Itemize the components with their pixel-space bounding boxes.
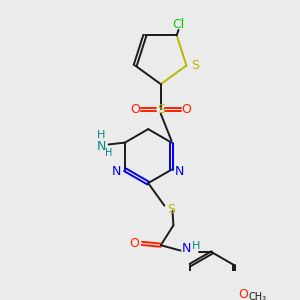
Text: S: S xyxy=(167,203,175,216)
Text: Cl: Cl xyxy=(172,18,184,31)
Text: CH₃: CH₃ xyxy=(248,292,266,300)
Text: H: H xyxy=(192,241,200,251)
Text: N: N xyxy=(112,165,122,178)
Text: H: H xyxy=(97,130,106,140)
Text: N: N xyxy=(182,242,192,255)
Text: N: N xyxy=(97,140,106,153)
Text: O: O xyxy=(181,103,191,116)
Text: H: H xyxy=(105,148,112,158)
Text: S: S xyxy=(157,103,165,116)
Text: O: O xyxy=(238,288,248,300)
Text: N: N xyxy=(175,165,184,178)
Text: O: O xyxy=(129,237,139,250)
Text: S: S xyxy=(191,59,200,72)
Text: O: O xyxy=(131,103,140,116)
